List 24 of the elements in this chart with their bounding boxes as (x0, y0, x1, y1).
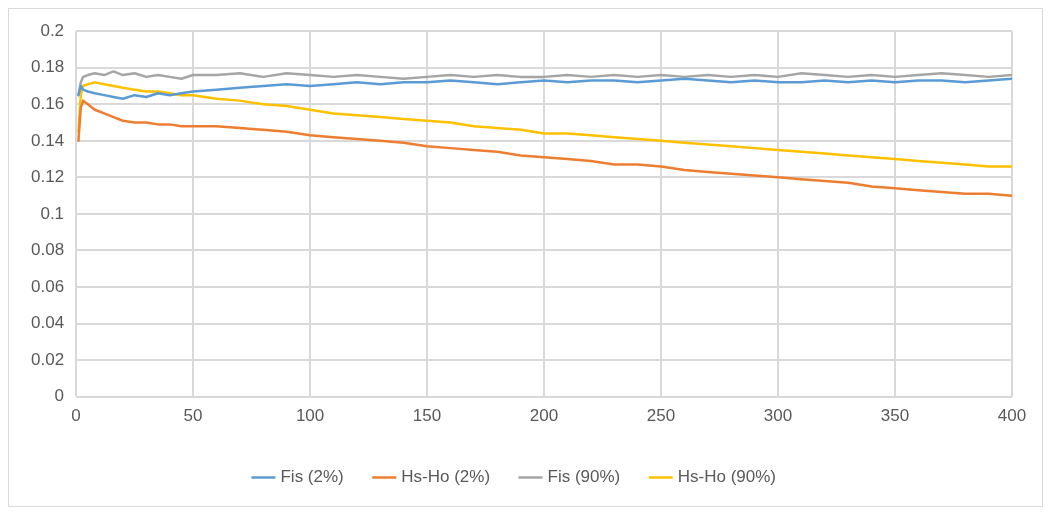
x-tick-label: 250 (646, 406, 676, 426)
y-tick-label: 0.14 (30, 130, 65, 150)
x-tick-label: 100 (295, 406, 325, 426)
x-tick-label: 0 (71, 406, 81, 426)
legend-label: Fis (2%) (280, 467, 344, 487)
x-tick-label: 50 (183, 406, 203, 426)
y-tick-label: 0.06 (30, 276, 65, 296)
y-tick-label: 0.1 (40, 203, 65, 223)
x-tick-label: 400 (997, 406, 1027, 426)
legend-label: Hs-Ho (90%) (677, 467, 777, 487)
legend-label: Fis (90%) (547, 467, 621, 487)
y-tick-label: 0.12 (30, 167, 65, 187)
x-tick-label: 350 (880, 406, 910, 426)
y-tick-label: 0 (54, 386, 65, 406)
y-tick-label: 0.04 (30, 313, 65, 333)
legend-label: Hs-Ho (2%) (401, 467, 491, 487)
x-tick-label: 300 (763, 406, 793, 426)
x-tick-label: 150 (412, 406, 442, 426)
y-tick-label: 0.02 (30, 349, 65, 369)
y-tick-label: 0.08 (30, 240, 65, 260)
y-tick-label: 0.16 (30, 93, 65, 113)
y-tick-label: 0.18 (30, 57, 65, 77)
x-tick-label: 200 (529, 406, 559, 426)
y-tick-label: 0.2 (40, 20, 65, 40)
